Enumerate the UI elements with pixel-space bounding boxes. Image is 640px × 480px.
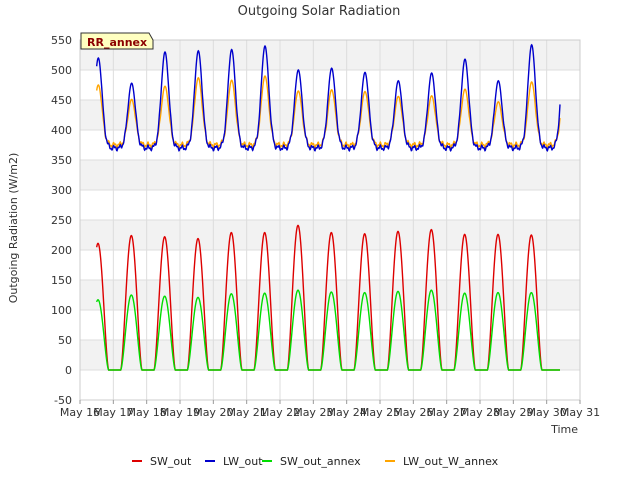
x-tick-label: May 29 bbox=[493, 406, 533, 419]
plot-band bbox=[80, 250, 580, 280]
x-tick-label: May 31 bbox=[560, 406, 600, 419]
x-tick-label: May 26 bbox=[393, 406, 433, 419]
chart-title: Outgoing Solar Radiation bbox=[238, 4, 401, 19]
y-tick-label: 450 bbox=[51, 94, 72, 107]
x-tick-label: May 19 bbox=[160, 406, 200, 419]
y-tick-label: 200 bbox=[51, 244, 72, 257]
x-tick-label: May 17 bbox=[93, 406, 133, 419]
x-axis-label: Time bbox=[550, 423, 578, 436]
legend: SW_out LW_out SW_out_annex LW_out_W_annex bbox=[132, 455, 499, 468]
x-tick-label: May 28 bbox=[460, 406, 500, 419]
y-tick-label: 50 bbox=[58, 334, 72, 347]
x-tick-label: May 18 bbox=[127, 406, 167, 419]
annotation-badge: RR_annex bbox=[80, 32, 154, 50]
y-tick-label: 250 bbox=[51, 214, 72, 227]
y-axis-ticks: -50 0 50 100 150 200 250 300 350 400 450 500 550 bbox=[51, 34, 72, 407]
x-tick-label: May 24 bbox=[327, 406, 367, 419]
y-tick-label: -50 bbox=[54, 394, 72, 407]
plot-background bbox=[80, 40, 580, 400]
plot-frame bbox=[79, 39, 581, 401]
y-tick-label: 400 bbox=[51, 124, 72, 137]
y-tick-label: 350 bbox=[51, 154, 72, 167]
plot-band bbox=[80, 340, 580, 370]
annotation-text: RR_annex bbox=[87, 36, 147, 49]
y-tick-label: 500 bbox=[51, 64, 72, 77]
x-tick-label: May 16 bbox=[60, 406, 100, 419]
y-tick-label: 0 bbox=[65, 364, 72, 377]
series-lines bbox=[95, 43, 561, 371]
y-tick-label: 550 bbox=[51, 34, 72, 47]
x-tick-label: May 25 bbox=[360, 406, 400, 419]
y-tick-label: 100 bbox=[51, 304, 72, 317]
plot-band bbox=[80, 100, 580, 130]
x-tick-label: May 21 bbox=[227, 406, 267, 419]
y-axis-label: Outgoing Radiation (W/m2) bbox=[7, 153, 20, 304]
series-line-sw-out-annex bbox=[96, 289, 560, 371]
x-tick-label: May 23 bbox=[293, 406, 333, 419]
series-line-lw-out bbox=[95, 43, 561, 153]
x-tick-label: May 22 bbox=[260, 406, 300, 419]
plot-band bbox=[80, 190, 580, 220]
legend-label: SW_out bbox=[150, 455, 192, 468]
legend-label: SW_out_annex bbox=[280, 455, 361, 468]
plot-band bbox=[80, 130, 580, 160]
x-tick-label: May 30 bbox=[527, 406, 567, 419]
plot-band bbox=[80, 370, 580, 400]
legend-label: LW_out_W_annex bbox=[403, 455, 499, 468]
y-tick-label: 300 bbox=[51, 184, 72, 197]
plot-band bbox=[80, 40, 580, 70]
y-tick-label: 150 bbox=[51, 274, 72, 287]
legend-label: LW_out bbox=[223, 455, 263, 468]
plot-band bbox=[80, 160, 580, 190]
grid-lines bbox=[79, 39, 581, 401]
x-tick-label: May 20 bbox=[193, 406, 233, 419]
plot-band bbox=[80, 310, 580, 340]
x-tick-label: May 27 bbox=[427, 406, 467, 419]
